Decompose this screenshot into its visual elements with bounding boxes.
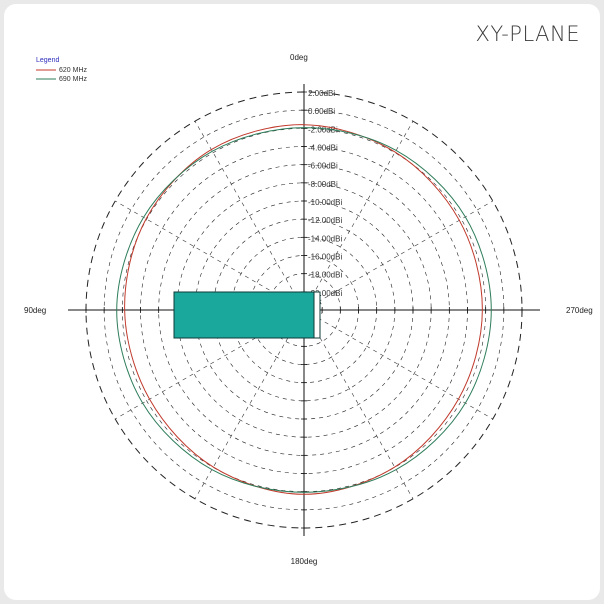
radial-tick-label: -18.00dBi — [308, 271, 342, 280]
radial-tick-label: -8.00dBi — [308, 180, 338, 189]
legend-title: Legend — [36, 57, 59, 64]
antenna-block — [173, 291, 315, 339]
antenna-block-end — [313, 291, 321, 339]
plane-title: XY-PLANE — [475, 22, 580, 46]
legend-entry: 620 MHz — [59, 67, 88, 74]
polar-chart: 2.00dBi 0.00dBi -2.00dBi -4.00dBi -6.00dBi -8… — [24, 53, 593, 566]
series-line-2 — [116, 127, 492, 493]
radial-tick-label: 0.00dBi — [308, 107, 335, 116]
radial-tick-label: -10.00dBi — [308, 198, 342, 207]
chart-card: XY-PLANE 2.00dBi 0.00dBi -2.00dBi -4.00dBi -… — [4, 4, 600, 600]
radial-tick-label: -6.00dBi — [308, 162, 338, 171]
radial-tick-label: -16.00dBi — [308, 253, 342, 262]
angle-label: 270deg — [566, 306, 593, 315]
radial-tick-label: -20.00dBi — [308, 289, 342, 298]
radial-tick-label: -4.00dBi — [308, 144, 338, 153]
radial-tick-label: -14.00dBi — [308, 234, 342, 243]
angle-label: 90deg — [24, 306, 46, 315]
radial-tick-label: 2.00dBi — [308, 89, 335, 98]
legend-entry: 690 MHz — [59, 76, 88, 83]
angle-label: 180deg — [291, 557, 318, 566]
radial-tick-label: -12.00dBi — [308, 216, 342, 225]
angle-label: 0deg — [290, 53, 308, 62]
series-line-1 — [124, 124, 483, 495]
radial-tick-label: -2.00dBi — [308, 125, 338, 134]
